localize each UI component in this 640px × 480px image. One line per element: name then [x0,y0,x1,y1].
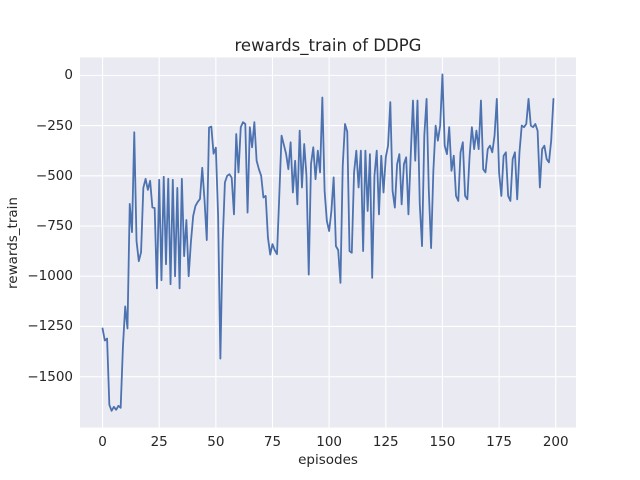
x-tick-label: 75 [263,434,282,450]
x-tick-label: 150 [429,434,456,450]
x-tick-label: 175 [486,434,512,450]
chart-title: rewards_train of DDPG [234,36,422,55]
rewards-train-line [101,73,555,412]
x-tick-label: 125 [372,434,399,450]
y-tick-label: −1000 [27,268,73,285]
y-tick-label: −750 [35,218,73,235]
plot-area [80,57,576,428]
x-tick-label: 0 [98,434,107,450]
x-tick-label: 25 [150,434,168,450]
y-tick-label: 0 [64,67,73,84]
y-tick-label: −250 [35,117,73,134]
y-axis-label: rewards_train [5,197,21,289]
x-tick-label: 100 [316,434,343,450]
x-axis-label: episodes [298,452,358,468]
y-tick-label: −500 [35,167,73,184]
x-tick-label: 200 [542,434,569,450]
y-tick-label: −1250 [27,318,73,335]
x-tick-label: 50 [207,434,225,450]
y-tick-label: −1500 [27,368,73,385]
